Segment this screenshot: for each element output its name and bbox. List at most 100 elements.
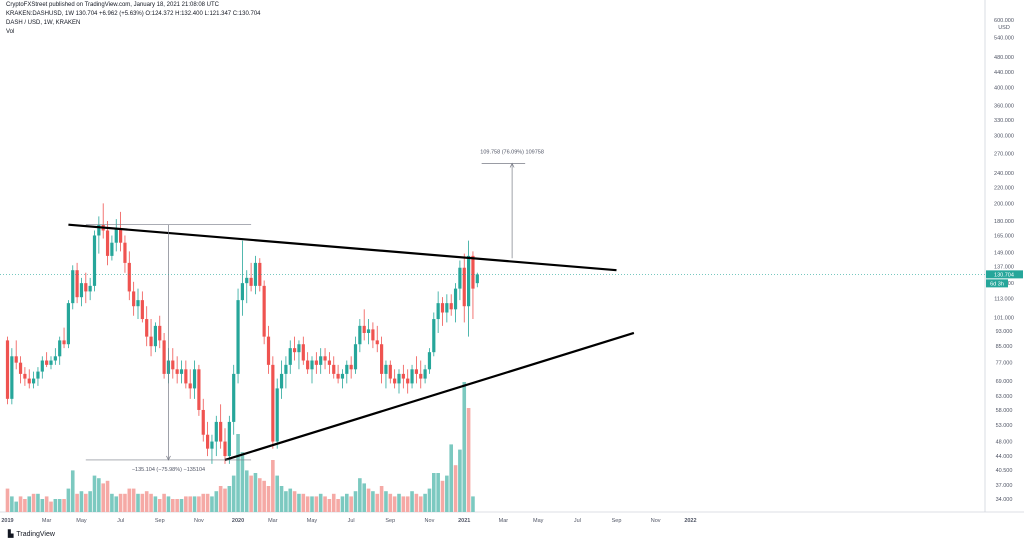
symbol-ohlc: KRAKEN:DASHUSD, 1W 130.704 +6.962 (+5.63…: [6, 11, 261, 17]
volume-bar: [458, 449, 462, 512]
candle-body: [401, 373, 405, 379]
volume-bar: [340, 496, 345, 512]
candle-body: [179, 369, 184, 374]
candle-body: [162, 340, 166, 374]
candle-body: [314, 360, 318, 365]
candle-body: [375, 340, 379, 345]
time-tick-label: Sep: [155, 518, 165, 524]
volume-bar: [349, 496, 353, 512]
candle-body: [201, 409, 205, 435]
volume-bar: [197, 496, 201, 512]
volume-bar: [466, 408, 471, 512]
candle-body: [423, 369, 427, 379]
tradingview-brand[interactable]: ▙ TradingView: [8, 531, 55, 538]
price-tick-label: 540.000: [994, 36, 1014, 42]
volume-bar: [184, 496, 188, 512]
price-tick-label: 149.000: [994, 250, 1014, 256]
price-tick-label: 480.000: [994, 55, 1014, 61]
price-tick-label: 34.000: [996, 497, 1013, 503]
price-tick-label: 69.000: [996, 379, 1013, 385]
candle-body: [110, 242, 114, 256]
candle-body: [145, 319, 149, 337]
measure-arrow-down: [166, 455, 171, 461]
volume-bar: [445, 475, 449, 512]
candle-body: [214, 421, 218, 442]
candle-body: [288, 348, 292, 365]
volume-bar: [253, 473, 258, 512]
candle-body: [380, 344, 384, 374]
price-tick-label: 600.000: [994, 18, 1014, 24]
volume-bar: [14, 501, 18, 512]
price-tick-label: 40.500: [996, 468, 1013, 474]
time-tick-label: May: [533, 518, 544, 524]
time-tick-label: May: [307, 518, 318, 524]
volume-bar: [40, 499, 45, 512]
price-tick-label: 270.000: [994, 151, 1014, 157]
trendline: [224, 331, 635, 461]
volume-bar: [314, 496, 319, 512]
candle-body: [40, 360, 44, 372]
time-tick-label: Jul: [348, 518, 355, 524]
candle-body: [240, 283, 244, 301]
volume-bar: [292, 491, 297, 512]
volume-bar: [149, 493, 153, 512]
volume-bar: [471, 496, 475, 512]
chart-title: DASH / USD, 1W, KRAKEN: [6, 20, 81, 26]
time-tick-label: May: [76, 518, 87, 524]
candle-body: [266, 336, 271, 365]
measure-down-label: −135.104 (−75.98%) −135104: [132, 467, 205, 473]
volume-bar: [388, 493, 393, 512]
candle-body: [397, 373, 401, 384]
candle-body: [406, 378, 410, 384]
candle-body: [245, 277, 249, 284]
volume-bar: [266, 486, 271, 512]
volume-bar: [327, 499, 332, 512]
volume-bar: [57, 499, 62, 512]
candle-body: [23, 373, 27, 379]
time-tick-label: 2020: [232, 518, 244, 524]
candle-body: [197, 369, 201, 410]
candle-body: [84, 283, 88, 292]
volume-bar: [418, 496, 423, 512]
price-tick-label: 440.000: [994, 70, 1014, 76]
candle-body: [136, 300, 140, 307]
time-tick-label: Sep: [385, 518, 395, 524]
volume-bar: [79, 491, 84, 512]
time-tick-label: Jul: [117, 518, 124, 524]
volume-bar: [162, 493, 166, 512]
candle-body: [310, 360, 314, 370]
time-tick-label: Nov: [194, 518, 204, 524]
candle-body: [445, 303, 449, 313]
candle-body: [349, 364, 353, 370]
volume-bar: [201, 493, 206, 512]
countdown-label: 6d 3h: [990, 281, 1004, 287]
volume-bar: [171, 499, 175, 512]
time-tick-label: Nov: [651, 518, 661, 524]
price-tick-label: 63.000: [996, 394, 1013, 400]
time-tick-label: Jul: [574, 518, 581, 524]
candle-body: [210, 441, 214, 449]
tradingview-logo-icon: ▙: [8, 531, 14, 538]
volume-bar: [323, 496, 327, 512]
candle-body: [388, 364, 392, 379]
volume-bar: [236, 434, 240, 512]
candle-body: [297, 344, 301, 353]
candle-body: [462, 267, 466, 307]
candle-body: [336, 373, 340, 379]
volume-bar: [462, 382, 467, 512]
candle-body: [419, 373, 423, 379]
volume-bar: [105, 480, 110, 512]
volume-bar: [88, 491, 92, 512]
current-price-tag: [986, 270, 1023, 279]
price-tick-label: 400.000: [994, 86, 1014, 92]
volume-bar: [18, 496, 23, 512]
candle-body: [36, 371, 40, 379]
time-tick-label: Mar: [42, 518, 52, 524]
price-tick-label: 85.000: [996, 344, 1013, 350]
candle-body: [236, 300, 240, 374]
candle-body: [366, 329, 371, 333]
candle-body: [323, 356, 327, 361]
volume-bar: [31, 493, 36, 512]
candle-body: [62, 340, 66, 345]
